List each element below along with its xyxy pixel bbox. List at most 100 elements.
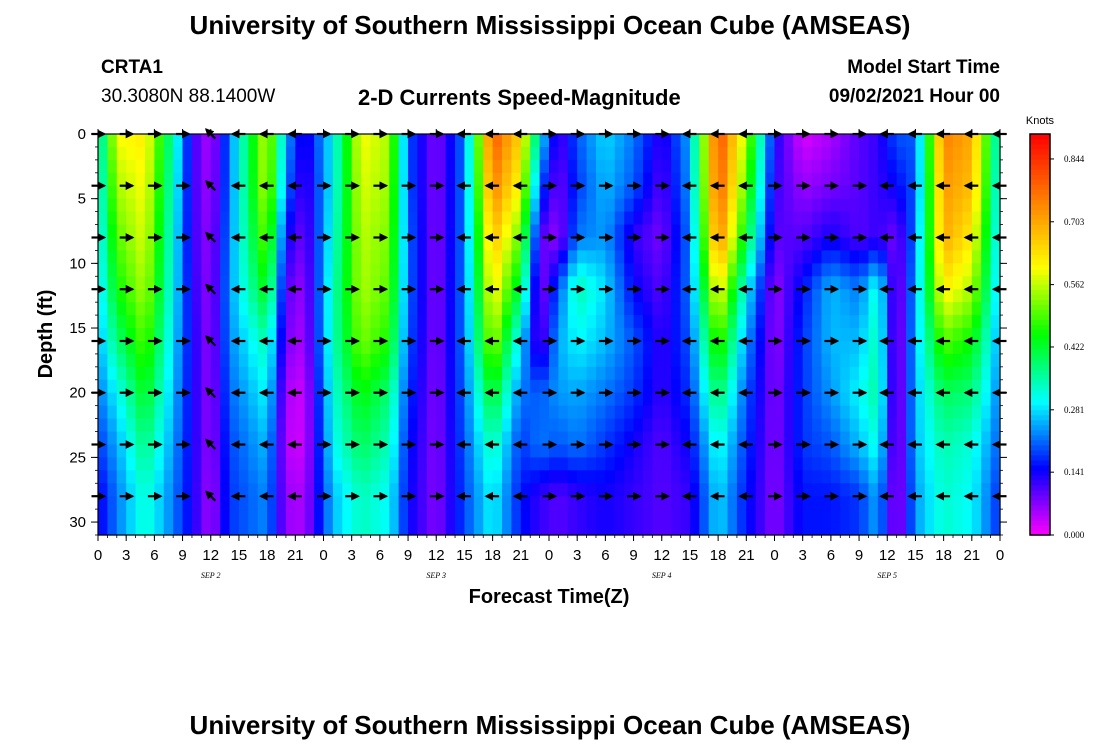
heatmap-cell xyxy=(342,172,353,187)
heatmap-cell xyxy=(248,302,259,316)
heatmap-cell xyxy=(859,159,870,174)
colorbar-segment xyxy=(1030,364,1050,371)
heatmap-cell xyxy=(680,134,691,148)
heatmap-cell xyxy=(201,172,212,187)
heatmap-cell xyxy=(934,483,945,497)
heatmap-cell xyxy=(351,276,362,290)
heatmap-cell xyxy=(511,509,522,523)
heatmap-cell xyxy=(201,224,212,239)
heatmap-cell xyxy=(699,134,710,148)
colorbar-tick-label: 0.141 xyxy=(1064,467,1084,477)
heatmap-cell xyxy=(830,315,841,329)
colorbar-segment xyxy=(1030,164,1050,170)
heatmap-cell xyxy=(511,198,522,213)
heatmap-cell xyxy=(614,366,625,381)
heatmap-cell xyxy=(671,315,682,329)
heatmap-cell xyxy=(633,496,644,510)
heatmap-cell xyxy=(210,134,221,148)
heatmap-cell xyxy=(445,379,456,394)
heatmap-cell xyxy=(502,224,513,239)
heatmap-cell xyxy=(126,237,137,252)
heatmap-cell xyxy=(257,237,268,252)
heatmap-cell xyxy=(915,353,926,368)
heatmap-cell xyxy=(812,134,823,148)
heatmap-cell xyxy=(624,392,635,407)
heatmap-cell xyxy=(652,457,663,471)
colorbar-segment xyxy=(1030,194,1050,200)
heatmap-cell xyxy=(783,328,794,342)
heatmap-cell xyxy=(492,276,503,290)
heatmap-cell xyxy=(680,185,691,200)
heatmap-cell xyxy=(868,315,879,329)
heatmap-cell xyxy=(135,470,146,484)
heatmap-cell xyxy=(802,496,813,510)
heatmap-cell xyxy=(877,366,888,381)
heatmap-cell xyxy=(389,263,400,277)
heatmap-cell xyxy=(981,418,992,433)
heatmap-cell xyxy=(896,237,907,252)
heatmap-cell xyxy=(455,263,466,277)
heatmap-cell xyxy=(924,289,935,303)
heatmap-cell xyxy=(906,315,917,329)
heatmap-cell xyxy=(539,509,550,523)
heatmap-cell xyxy=(417,444,428,458)
heatmap-cell xyxy=(718,289,729,303)
heatmap-cell xyxy=(398,431,409,446)
heatmap-cell xyxy=(539,237,550,252)
heatmap-cell xyxy=(605,353,616,368)
heatmap-cell xyxy=(943,328,954,342)
heatmap-cell xyxy=(210,405,221,420)
heatmap-cell xyxy=(107,444,118,458)
colorbar-segment xyxy=(1030,259,1050,265)
heatmap-cell xyxy=(163,483,174,497)
heatmap-cell xyxy=(595,366,606,381)
heatmap-cell xyxy=(295,470,306,484)
heatmap-cell xyxy=(680,211,691,226)
heatmap-cell xyxy=(492,302,503,316)
heatmap-cell xyxy=(455,185,466,200)
heatmap-cell xyxy=(332,379,343,394)
heatmap-cell xyxy=(351,431,362,446)
heatmap-cell xyxy=(304,353,315,368)
heatmap-cell xyxy=(802,340,813,355)
heatmap-cell xyxy=(943,263,954,277)
heatmap-cell xyxy=(342,457,353,471)
heatmap-cell xyxy=(689,509,700,523)
heatmap-cell xyxy=(370,198,381,213)
colorbar-frame xyxy=(1029,133,1051,536)
heatmap-cell xyxy=(624,444,635,458)
heatmap-cell xyxy=(351,172,362,187)
heatmap-cell xyxy=(765,328,776,342)
heatmap-cell xyxy=(718,483,729,497)
colorbar-segment xyxy=(1030,494,1050,501)
heatmap-cell xyxy=(802,483,813,497)
heatmap-cell xyxy=(633,509,644,523)
heatmap-cell xyxy=(351,405,362,420)
colorbar-tick-label: 0.562 xyxy=(1064,280,1084,290)
x-tick-label: 3 xyxy=(799,547,807,564)
heatmap-cell xyxy=(840,509,851,523)
heatmap-cell xyxy=(661,366,672,381)
heatmap-cell xyxy=(417,522,428,536)
heatmap-cell xyxy=(624,366,635,381)
heatmap-cell xyxy=(783,198,794,213)
heatmap-cell xyxy=(483,353,494,368)
heatmap-cell xyxy=(896,340,907,355)
heatmap-cell xyxy=(549,146,559,161)
heatmap-cell xyxy=(934,224,945,239)
heatmap-cell xyxy=(210,483,221,497)
heatmap-cell xyxy=(624,276,635,290)
heatmap-cell xyxy=(962,185,973,200)
heatmap-cell xyxy=(436,224,447,239)
heatmap-cell xyxy=(906,431,917,446)
heatmap-cell xyxy=(539,211,550,226)
heatmap-cell xyxy=(577,366,588,381)
heatmap-cell xyxy=(332,224,343,239)
heatmap-cell xyxy=(229,263,240,277)
heatmap-cell xyxy=(238,315,249,329)
heatmap-cell xyxy=(746,263,757,277)
heatmap-cell xyxy=(605,340,616,355)
heatmap-cell xyxy=(351,366,362,381)
heatmap-cell xyxy=(520,405,531,420)
heatmap-cell xyxy=(238,444,249,458)
